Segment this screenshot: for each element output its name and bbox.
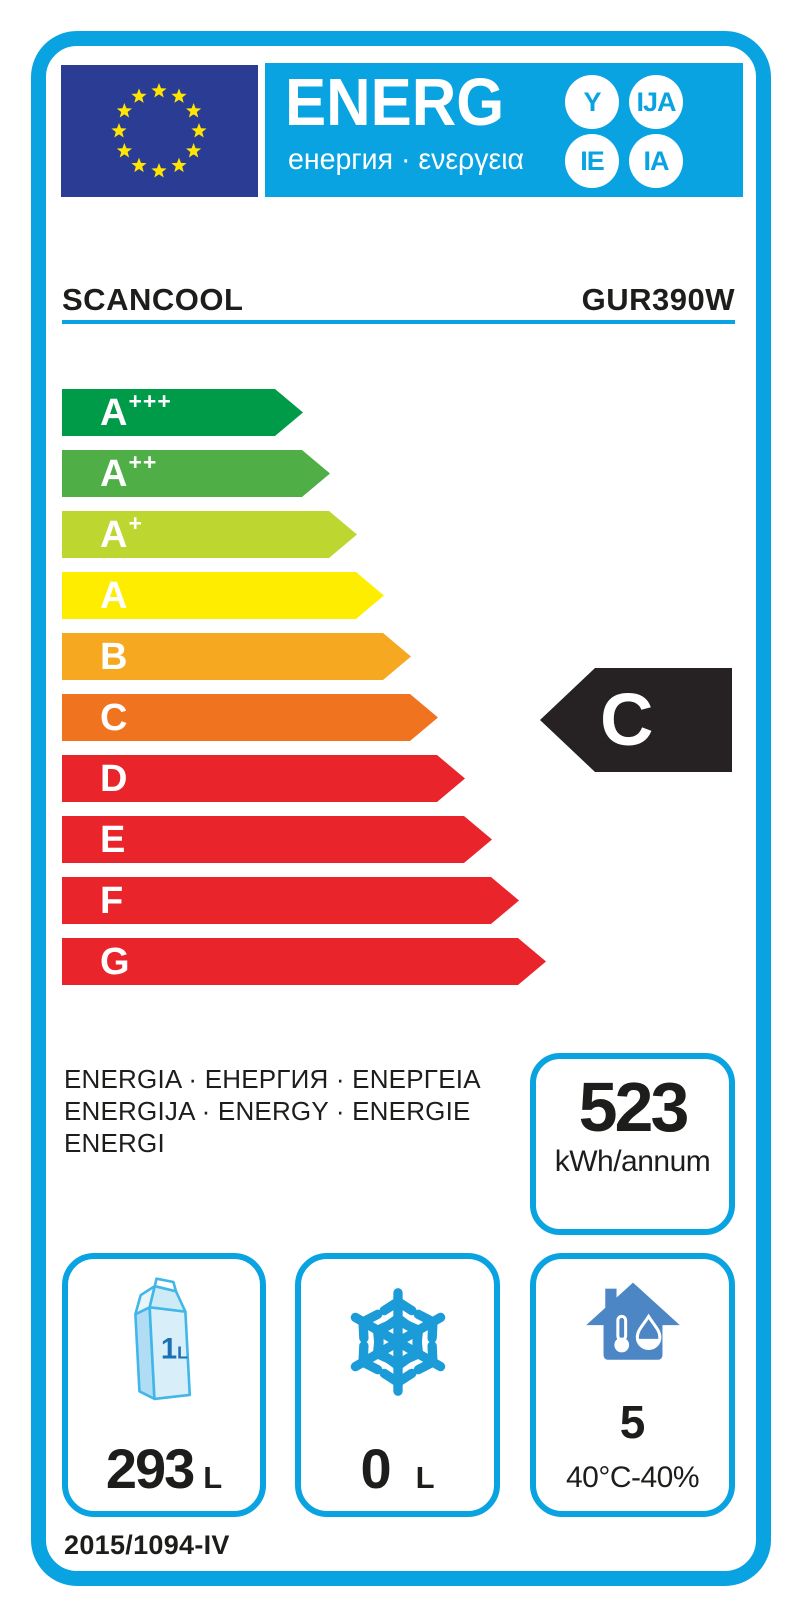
climate-class-range: 40°C-40%: [565, 1461, 700, 1494]
energ-suffix-circle: IE: [565, 134, 619, 188]
freezer-volume-box: 0 L: [295, 1253, 500, 1517]
rating-bar: D: [62, 755, 465, 802]
rating-bar: A ++: [62, 450, 330, 497]
freezer-volume-unit: L: [415, 1460, 435, 1495]
rating-pointer: C: [540, 668, 732, 772]
rating-bar: E: [62, 816, 492, 863]
rating-bar-grade: A: [100, 391, 128, 434]
fridge-volume-value: 293: [105, 1437, 195, 1500]
energ-wordmark: ENERG: [285, 65, 505, 140]
energ-suffix-circle: IA: [629, 134, 683, 188]
rating-bar-grade: B: [100, 635, 128, 678]
climate-class-value: 5: [619, 1396, 646, 1448]
rating-bar: A +++: [62, 389, 303, 436]
eu-flag-stars: [111, 83, 207, 178]
fridge-volume: 293 L: [68, 1441, 260, 1497]
energy-words: ENERGIA · ЕНЕРГИЯ · ΕΝΕΡΓΕΙΑ ENERGIJA · …: [64, 1063, 481, 1159]
rating-scale: A +++ A ++ A + A B C D E F G: [62, 389, 562, 989]
rating-bar-grade: A: [100, 574, 128, 617]
consumption-value: 523: [578, 1068, 690, 1146]
rating-bar: F: [62, 877, 519, 924]
rating-bar: A: [62, 572, 384, 619]
consumption-box: 523 kWh/annum: [530, 1053, 735, 1235]
energ-banner: ENERG енергия · ενεργεια Y IJA IE IA: [265, 63, 743, 197]
rating-bar: A +: [62, 511, 357, 558]
rating-bar-grade: D: [100, 757, 128, 800]
energ-suffix-circle: Y: [565, 75, 619, 129]
freezer-volume-value: 0: [360, 1437, 391, 1500]
snowflake-icon: [350, 1288, 445, 1396]
rating-bar: G: [62, 938, 546, 985]
milk-carton-icon: 1L: [134, 1277, 192, 1401]
freezer-volume: 0 L: [301, 1441, 494, 1497]
energ-suffix-circle: IJA: [629, 75, 683, 129]
energy-words-line: ENERGIA · ЕНЕРГИЯ · ΕΝΕΡΓΕΙΑ: [64, 1064, 481, 1094]
rating-bar-grade-sup: +: [128, 510, 143, 536]
model-number: GUR390W: [581, 282, 735, 317]
energy-words-line: ENERGIJA · ENERGY · ENERGIE: [64, 1096, 471, 1126]
rating-bar-grade: C: [100, 696, 128, 739]
climate-class-box: 5 40°C-40%: [530, 1253, 735, 1517]
house-thermometer-icon: [585, 1282, 680, 1360]
energ-subtitle: енергия · ενεργεια: [288, 143, 525, 176]
regulation-reference: 2015/1094-IV: [64, 1530, 230, 1560]
energy-words-line: ENERGI: [64, 1128, 165, 1158]
rating-grade: C: [600, 678, 654, 761]
rating-bar-grade: E: [100, 818, 126, 861]
eu-flag-icon: [61, 65, 258, 197]
fridge-volume-unit: L: [203, 1460, 223, 1495]
fridge-volume-box: 1L 293 L: [62, 1253, 266, 1517]
rating-bar: C: [62, 694, 438, 741]
rating-bar-grade: A: [100, 452, 128, 495]
rating-bar-grade: A: [100, 513, 128, 556]
rating-bar-grade-sup: +++: [128, 388, 172, 414]
rating-bar-grade: G: [100, 940, 130, 983]
brand-name: SCANCOOL: [62, 282, 244, 317]
rating-bar: B: [62, 633, 411, 680]
rating-bar-grade-sup: ++: [128, 449, 158, 475]
consumption-unit: kWh/annum: [554, 1144, 711, 1178]
rating-bar-grade: F: [100, 879, 124, 922]
label-border: [31, 31, 771, 1586]
brand-divider: [62, 320, 735, 324]
